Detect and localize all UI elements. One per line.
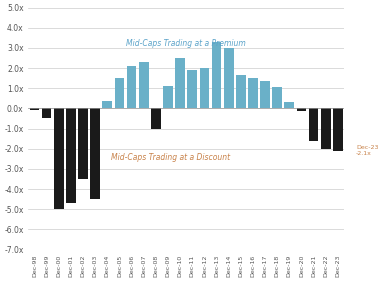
- Bar: [127, 66, 136, 108]
- Bar: [212, 42, 222, 108]
- Bar: [115, 78, 124, 108]
- Bar: [54, 108, 63, 209]
- Bar: [199, 68, 209, 108]
- Bar: [309, 108, 319, 141]
- Bar: [163, 86, 173, 108]
- Bar: [151, 108, 161, 129]
- Bar: [90, 108, 100, 199]
- Bar: [175, 58, 185, 108]
- Bar: [42, 108, 52, 119]
- Bar: [285, 102, 294, 108]
- Bar: [333, 108, 343, 151]
- Bar: [236, 75, 246, 108]
- Bar: [296, 108, 306, 112]
- Bar: [260, 81, 270, 108]
- Bar: [30, 108, 39, 110]
- Bar: [248, 78, 258, 108]
- Bar: [272, 87, 282, 108]
- Text: Mid-Caps Trading at a Premium: Mid-Caps Trading at a Premium: [126, 39, 246, 48]
- Bar: [66, 108, 76, 203]
- Bar: [78, 108, 88, 179]
- Bar: [224, 48, 233, 108]
- Bar: [188, 70, 197, 108]
- Text: Mid-Caps Trading at a Discount: Mid-Caps Trading at a Discount: [111, 153, 230, 162]
- Bar: [321, 108, 330, 149]
- Bar: [102, 101, 112, 108]
- Bar: [139, 62, 149, 108]
- Text: Dec-23
-2.1x: Dec-23 -2.1x: [356, 145, 379, 156]
